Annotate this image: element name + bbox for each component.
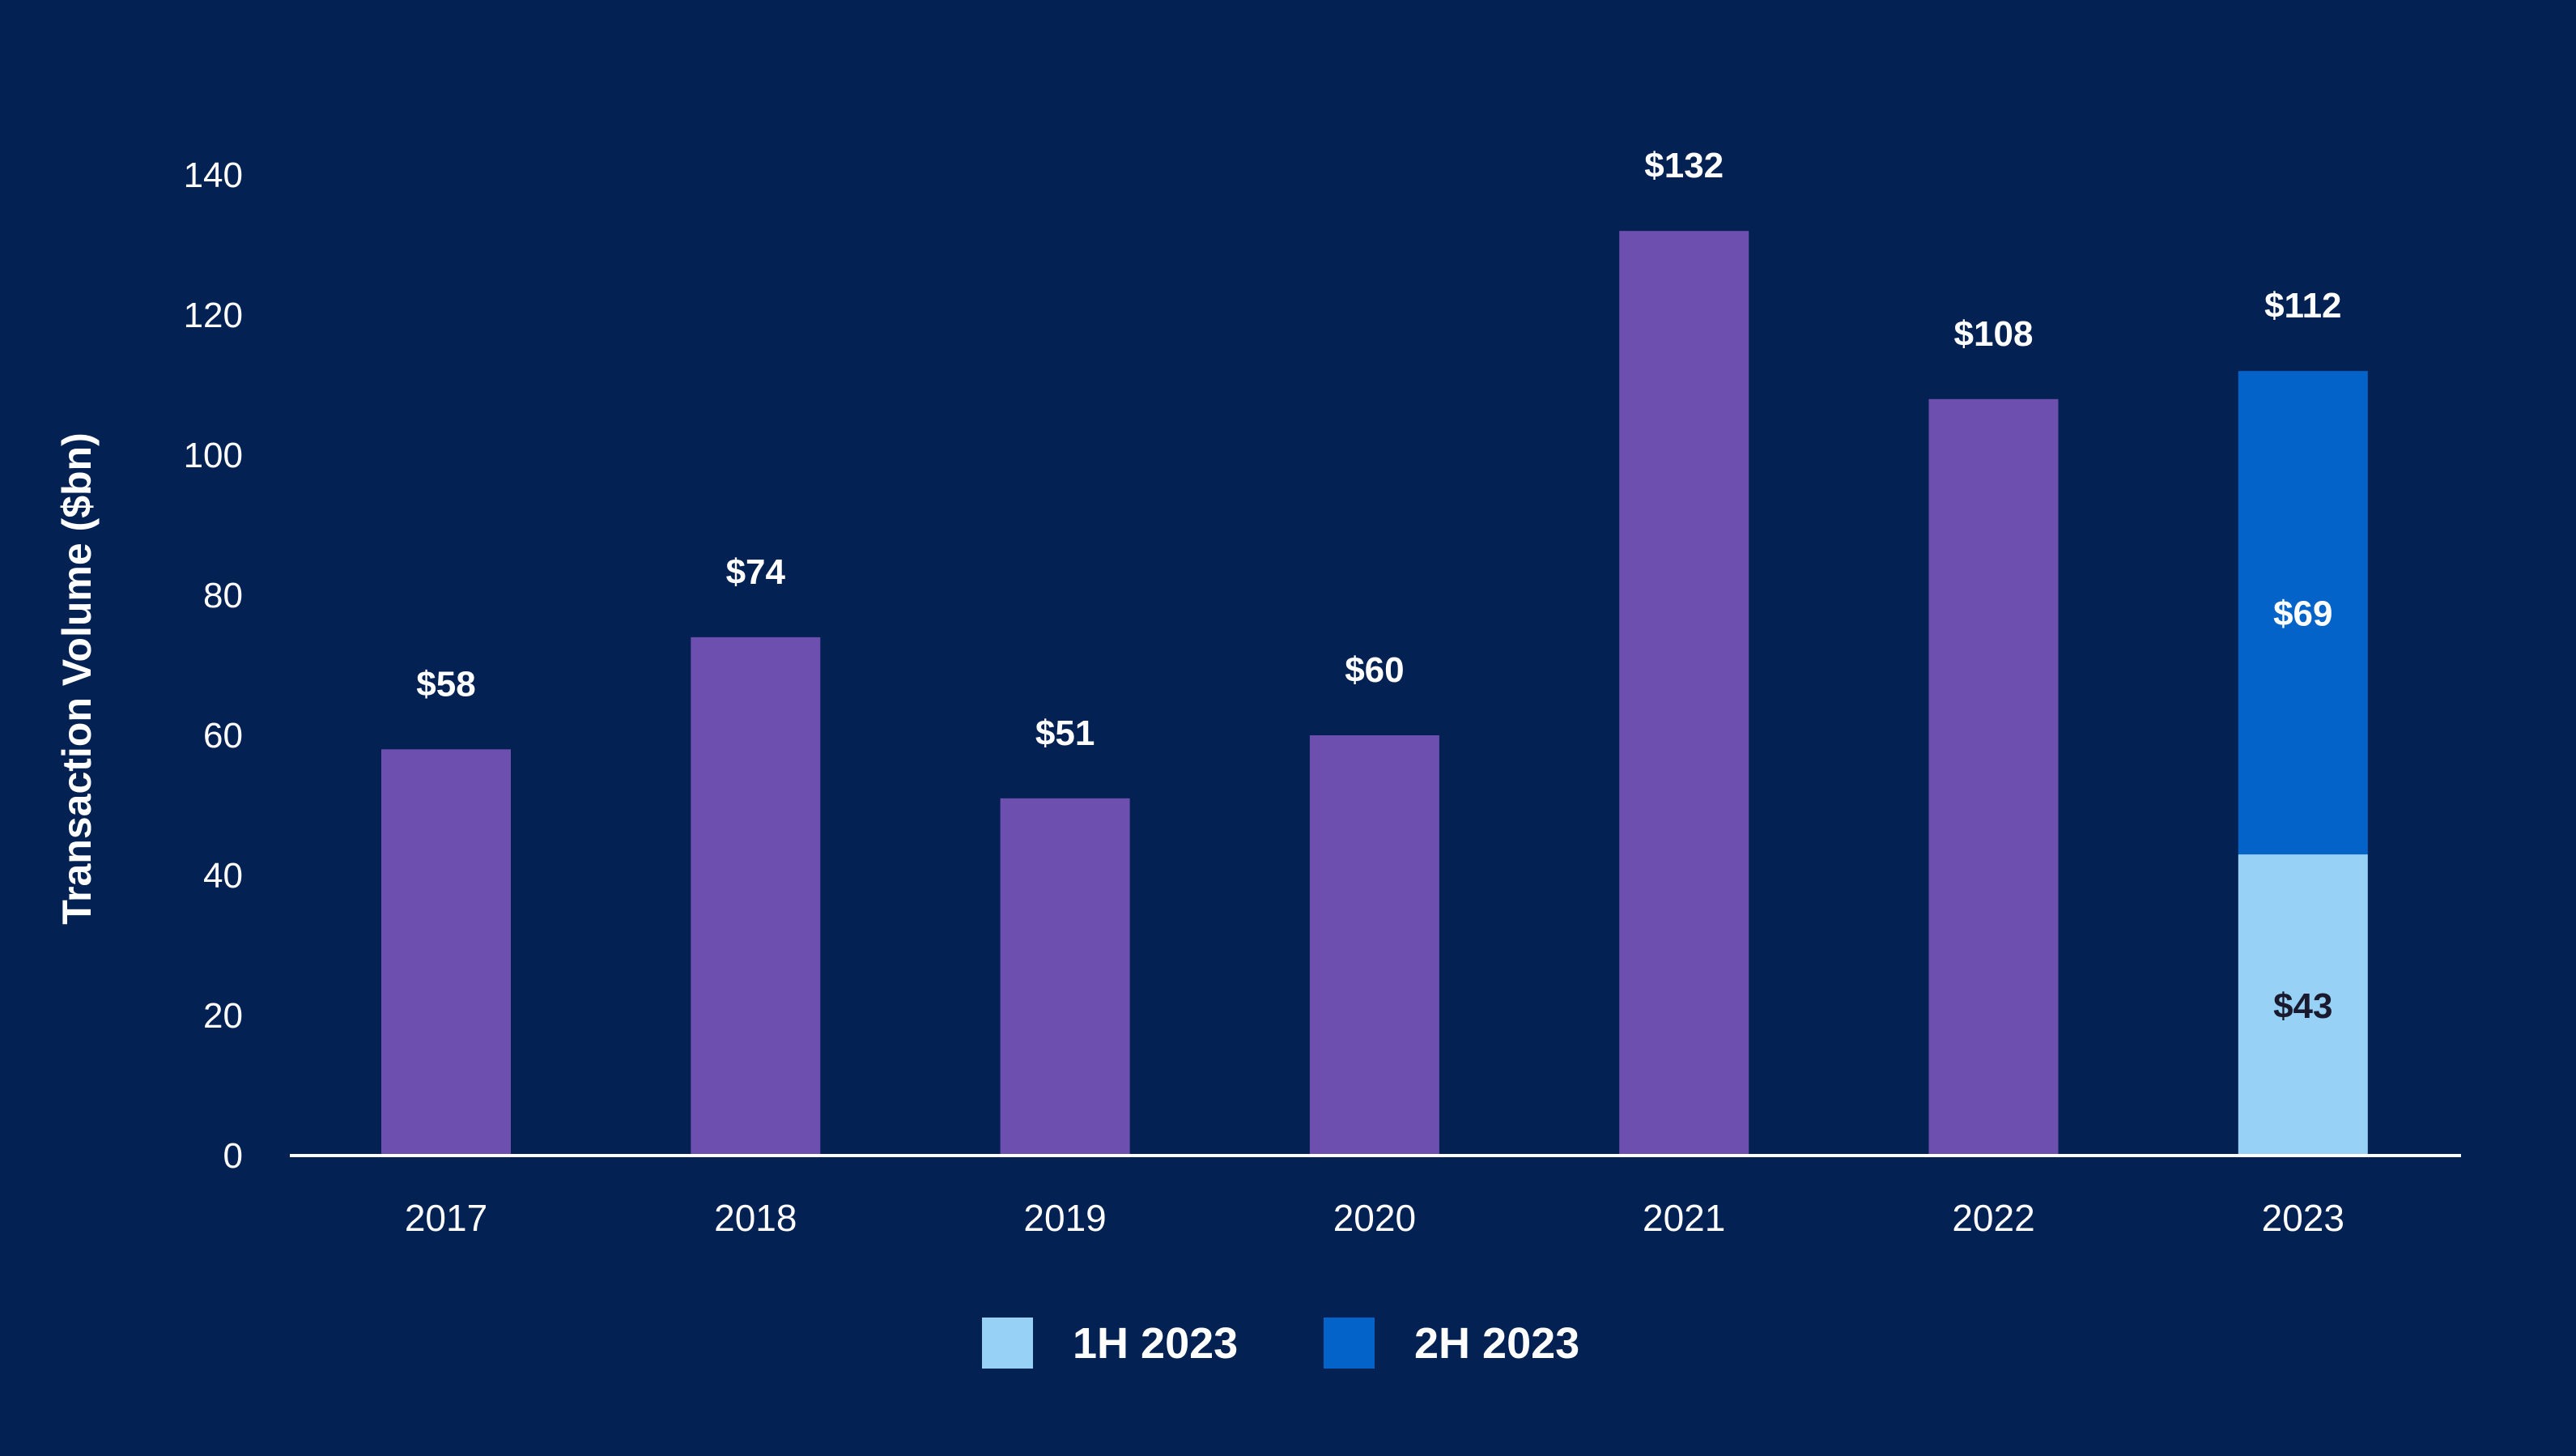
bar-value-label: $58 <box>416 664 475 704</box>
bar <box>2238 854 2368 1156</box>
x-tick-label: 2023 <box>2262 1197 2344 1239</box>
y-tick-label: 60 <box>203 716 243 756</box>
legend-label: 2H 2023 <box>1414 1319 1579 1368</box>
bar <box>1619 231 1749 1156</box>
bar-value-label: $69 <box>2273 594 2332 634</box>
y-tick-label: 80 <box>203 576 243 615</box>
y-tick-label: 20 <box>203 996 243 1036</box>
bar-value-label: $43 <box>2273 986 2332 1026</box>
bar-value-label: $60 <box>1345 650 1404 690</box>
bars <box>381 231 2368 1156</box>
y-tick-label: 40 <box>203 856 243 896</box>
bar <box>1000 798 1130 1156</box>
x-tick-label: 2018 <box>714 1197 797 1239</box>
bar <box>691 636 821 1156</box>
legend-swatch <box>1324 1318 1375 1369</box>
y-axis-ticks: 0 20 40 60 80 100 120 140 <box>184 155 243 1176</box>
y-tick-label: 100 <box>184 436 243 475</box>
bar-total-label: $112 <box>2264 286 2341 326</box>
x-axis-ticks: 2017 2018 2019 2020 2021 2022 2023 <box>405 1197 2344 1239</box>
bar-value-label: $51 <box>1035 713 1095 753</box>
bar-value-label: $108 <box>1954 314 2034 354</box>
value-labels: $58 $74 $51 $60 $132 $108 $43 $69 $112 <box>416 146 2341 1026</box>
legend-label: 1H 2023 <box>1073 1319 1238 1368</box>
y-axis-title: Transaction Volume ($bn) <box>54 432 100 925</box>
legend-swatch <box>982 1318 1033 1369</box>
x-tick-label: 2017 <box>405 1197 487 1239</box>
bar <box>1309 735 1439 1156</box>
x-tick-label: 2021 <box>1643 1197 1725 1239</box>
x-tick-label: 2019 <box>1023 1197 1106 1239</box>
x-tick-label: 2020 <box>1333 1197 1416 1239</box>
legend: 1H 2023 2H 2023 <box>982 1318 1579 1369</box>
bar <box>381 749 511 1156</box>
y-tick-label: 140 <box>184 155 243 195</box>
y-tick-label: 0 <box>223 1136 243 1176</box>
x-tick-label: 2022 <box>1952 1197 2034 1239</box>
y-tick-label: 120 <box>184 296 243 335</box>
bar <box>1928 398 2059 1156</box>
bar-value-label: $132 <box>1644 146 1724 185</box>
bar-value-label: $74 <box>726 552 786 592</box>
bar <box>2238 371 2368 855</box>
